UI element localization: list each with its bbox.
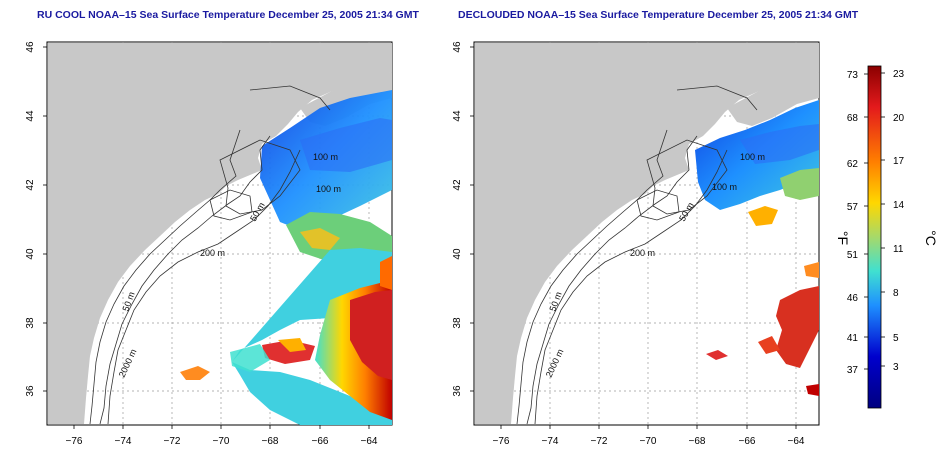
c-tick-5: 5 <box>893 333 899 344</box>
left-lon-66: −66 <box>312 436 329 447</box>
f-tick-51: 51 <box>847 250 859 261</box>
c-tick-17: 17 <box>893 156 905 167</box>
left-lat-labels: 46 44 42 40 38 36 <box>25 41 36 397</box>
right-lon-74: −74 <box>542 436 559 447</box>
f-tick-68: 68 <box>847 113 859 124</box>
c-tick-3: 3 <box>893 362 899 373</box>
right-land-mass <box>475 43 819 424</box>
c-tick-23: 23 <box>893 69 905 80</box>
right-label-200m: 200 m <box>630 248 655 258</box>
left-lon-76: −76 <box>66 436 83 447</box>
left-lon-labels: −76 −74 −72 −70 −68 −66 −64 <box>66 436 378 447</box>
right-sst-data <box>695 100 819 396</box>
c-tick-8: 8 <box>893 288 899 299</box>
left-lon-68: −68 <box>262 436 279 447</box>
right-lat-46: 46 <box>452 41 463 53</box>
left-lat-38: 38 <box>25 317 36 329</box>
f-tick-41: 41 <box>847 333 859 344</box>
right-isobath-lines <box>516 85 758 425</box>
left-land-mass <box>48 43 392 424</box>
right-axis-ticks <box>470 46 797 429</box>
right-label-100m-b: 100 m <box>712 182 737 192</box>
f-tick-73: 73 <box>847 70 859 81</box>
left-map-title: RU COOL NOAA–15 Sea Surface Temperature … <box>37 9 419 21</box>
c-tick-14: 14 <box>893 200 905 211</box>
left-lon-74: −74 <box>115 436 132 447</box>
f-tick-46: 46 <box>847 293 859 304</box>
left-sst-data <box>180 90 392 425</box>
fahrenheit-tick-labels: 73 68 62 57 51 46 41 37 <box>847 70 859 376</box>
right-lon-70: −70 <box>640 436 657 447</box>
left-lon-64: −64 <box>361 436 378 447</box>
colorbar-ticks <box>864 72 885 370</box>
right-sst-map: 100 m 100 m 50 m 200 m 50 m 2000 m 46 44… <box>452 41 820 447</box>
fahrenheit-unit-label: °F <box>835 231 851 245</box>
f-tick-57: 57 <box>847 202 859 213</box>
f-tick-62: 62 <box>847 159 859 170</box>
temperature-colorbar: 73 68 62 57 51 46 41 37 23 20 17 14 11 8… <box>835 65 939 409</box>
right-lon-66: −66 <box>739 436 756 447</box>
right-lon-76: −76 <box>493 436 510 447</box>
left-lat-42: 42 <box>25 179 36 191</box>
right-lon-72: −72 <box>591 436 608 447</box>
left-lon-70: −70 <box>213 436 230 447</box>
left-isobath-lines <box>89 85 331 425</box>
left-lat-46: 46 <box>25 41 36 53</box>
celsius-unit-label: °C <box>923 230 939 246</box>
right-lat-44: 44 <box>452 110 463 122</box>
right-lat-38: 38 <box>452 317 463 329</box>
left-label-100m-a: 100 m <box>313 152 338 162</box>
right-lat-40: 40 <box>452 248 463 260</box>
left-lon-72: −72 <box>164 436 181 447</box>
celsius-tick-labels: 23 20 17 14 11 8 5 3 <box>893 69 905 373</box>
right-lon-labels: −76 −74 −72 −70 −68 −66 −64 <box>493 436 805 447</box>
right-nova-scotia-land <box>727 72 819 126</box>
left-label-100m-b: 100 m <box>316 184 341 194</box>
colorbar-gradient <box>867 65 882 409</box>
right-lon-68: −68 <box>689 436 706 447</box>
right-lon-64: −64 <box>788 436 805 447</box>
c-tick-20: 20 <box>893 113 905 124</box>
right-lat-42: 42 <box>452 179 463 191</box>
right-lat-36: 36 <box>452 385 463 397</box>
right-map-title: DECLOUDED NOAA–15 Sea Surface Temperatur… <box>458 9 859 21</box>
right-label-100m-a: 100 m <box>740 152 765 162</box>
left-lat-36: 36 <box>25 385 36 397</box>
left-sst-map: 100 m 100 m 50 m 200 m 50 m 2000 m 46 44… <box>25 41 393 447</box>
left-lat-44: 44 <box>25 110 36 122</box>
left-lat-40: 40 <box>25 248 36 260</box>
left-label-200m: 200 m <box>200 248 225 258</box>
right-lat-labels: 46 44 42 40 38 36 <box>452 41 463 397</box>
left-axis-ticks <box>43 46 370 429</box>
f-tick-37: 37 <box>847 365 859 376</box>
c-tick-11: 11 <box>893 244 904 255</box>
